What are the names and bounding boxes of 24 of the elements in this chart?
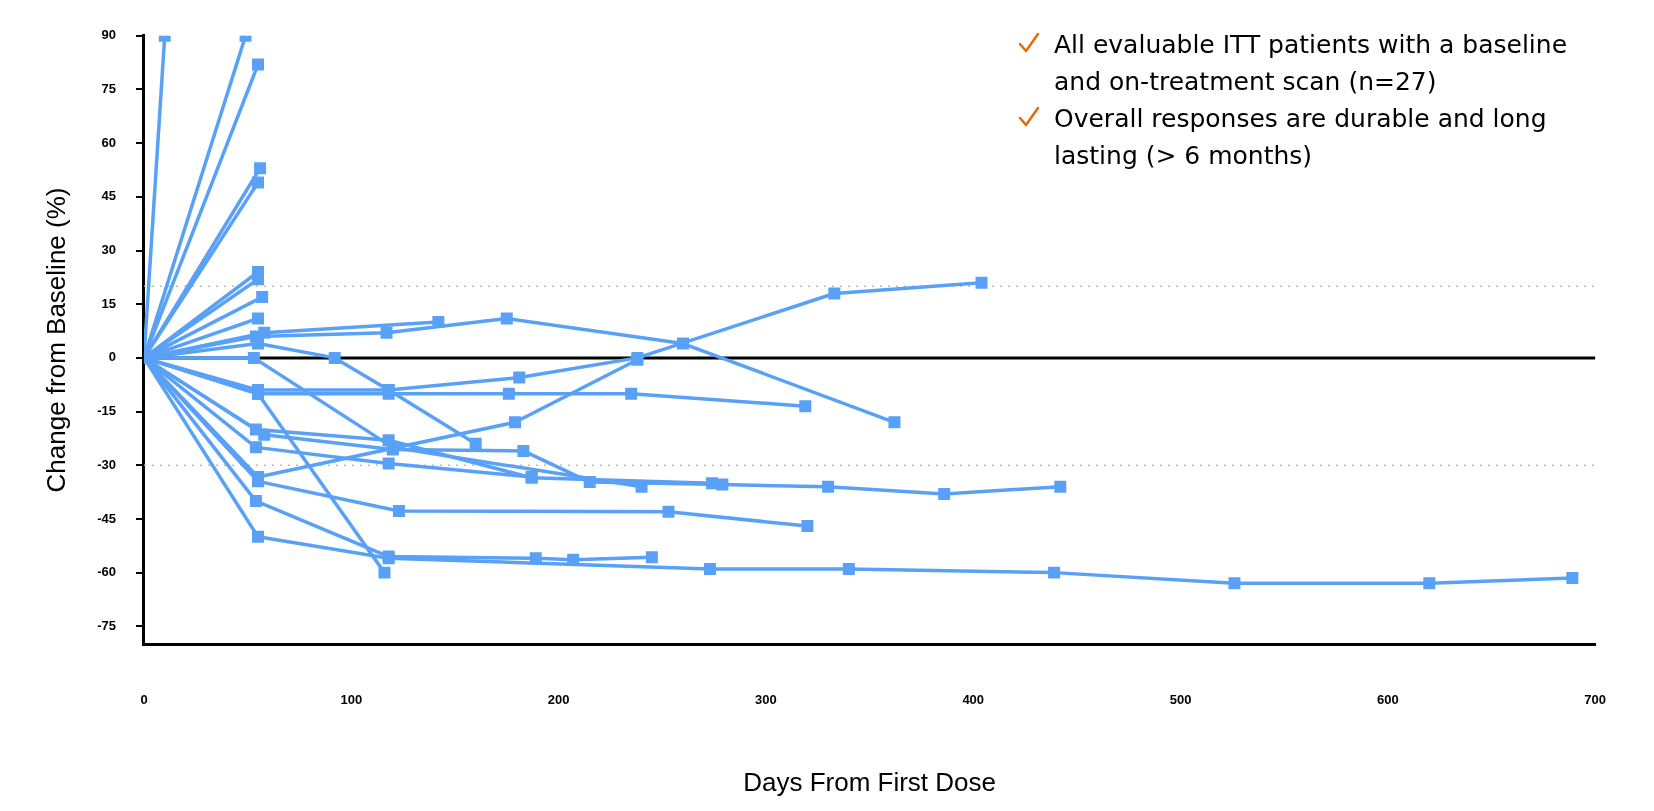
x-tick-label: 600 xyxy=(1376,691,1399,707)
y-axis-title: Change from Baseline (%) xyxy=(40,187,71,493)
x-tick-label: 400 xyxy=(962,691,985,707)
y-tick-label: -60 xyxy=(97,564,116,580)
y-tick-label: 75 xyxy=(101,81,116,97)
x-tick-label: 200 xyxy=(547,691,570,707)
y-tick-label: 45 xyxy=(101,188,116,204)
x-tick-label: 700 xyxy=(1584,691,1607,707)
y-tick-label: -15 xyxy=(97,403,116,419)
x-axis-title: Days From First Dose xyxy=(743,766,996,797)
y-tick-label: -30 xyxy=(97,456,116,472)
y-tick-label: -45 xyxy=(97,510,116,526)
y-tick-label: 90 xyxy=(101,27,116,43)
y-tick-label: 15 xyxy=(101,295,116,311)
y-tick-label: 30 xyxy=(101,242,116,258)
annotation: Overall responses are durable and long lasting (> 6 months) xyxy=(1054,103,1548,172)
x-tick-label: 100 xyxy=(340,691,363,707)
x-tick-label: 500 xyxy=(1169,691,1192,707)
y-tick-label: -75 xyxy=(97,617,116,633)
x-tick-label: 0 xyxy=(140,691,148,707)
x-tick-label: 300 xyxy=(755,691,777,707)
y-tick-label: 0 xyxy=(108,349,116,365)
y-tick-label: 60 xyxy=(101,134,116,150)
annotation: All evaluable ITT patients with a baseline and on-treatment scan (n=27) xyxy=(1054,29,1568,98)
